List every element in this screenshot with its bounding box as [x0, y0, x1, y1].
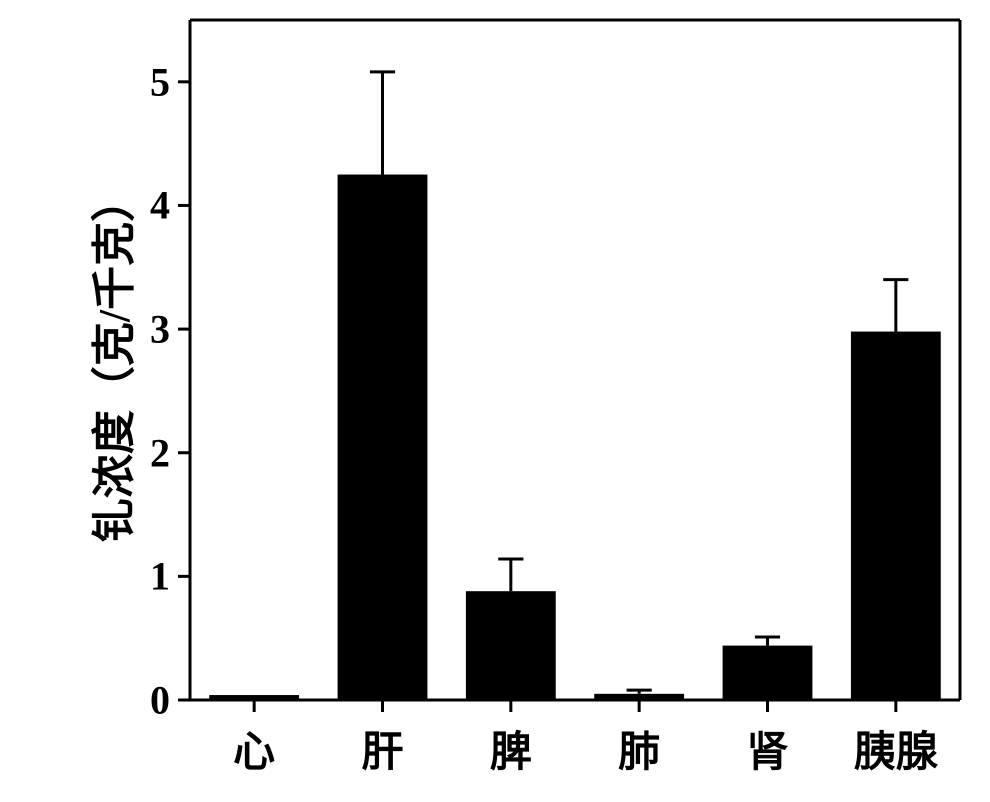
x-category-label: 胰腺 [854, 718, 938, 779]
y-tick-label: 2 [150, 429, 170, 476]
y-tick-label: 1 [150, 553, 170, 600]
y-tick-label: 5 [150, 58, 170, 105]
x-category-label: 肾 [746, 718, 788, 779]
bar [338, 175, 428, 700]
bar [723, 646, 813, 700]
y-tick-label: 3 [150, 306, 170, 353]
bar [466, 591, 556, 700]
x-category-label: 肝 [361, 718, 403, 779]
x-category-label: 肺 [618, 718, 660, 779]
x-category-label: 心 [233, 718, 275, 779]
chart-svg [0, 0, 990, 797]
x-category-label: 脾 [490, 718, 532, 779]
bar-chart: 钆浓度（克/千克） 心 肝 脾 肺 肾 胰腺 0 1 2 3 4 5 [0, 0, 990, 797]
y-tick-label: 0 [150, 677, 170, 724]
bar [851, 332, 941, 700]
y-tick-label: 4 [150, 182, 170, 229]
y-axis-label: 钆浓度（克/千克） [78, 178, 142, 542]
